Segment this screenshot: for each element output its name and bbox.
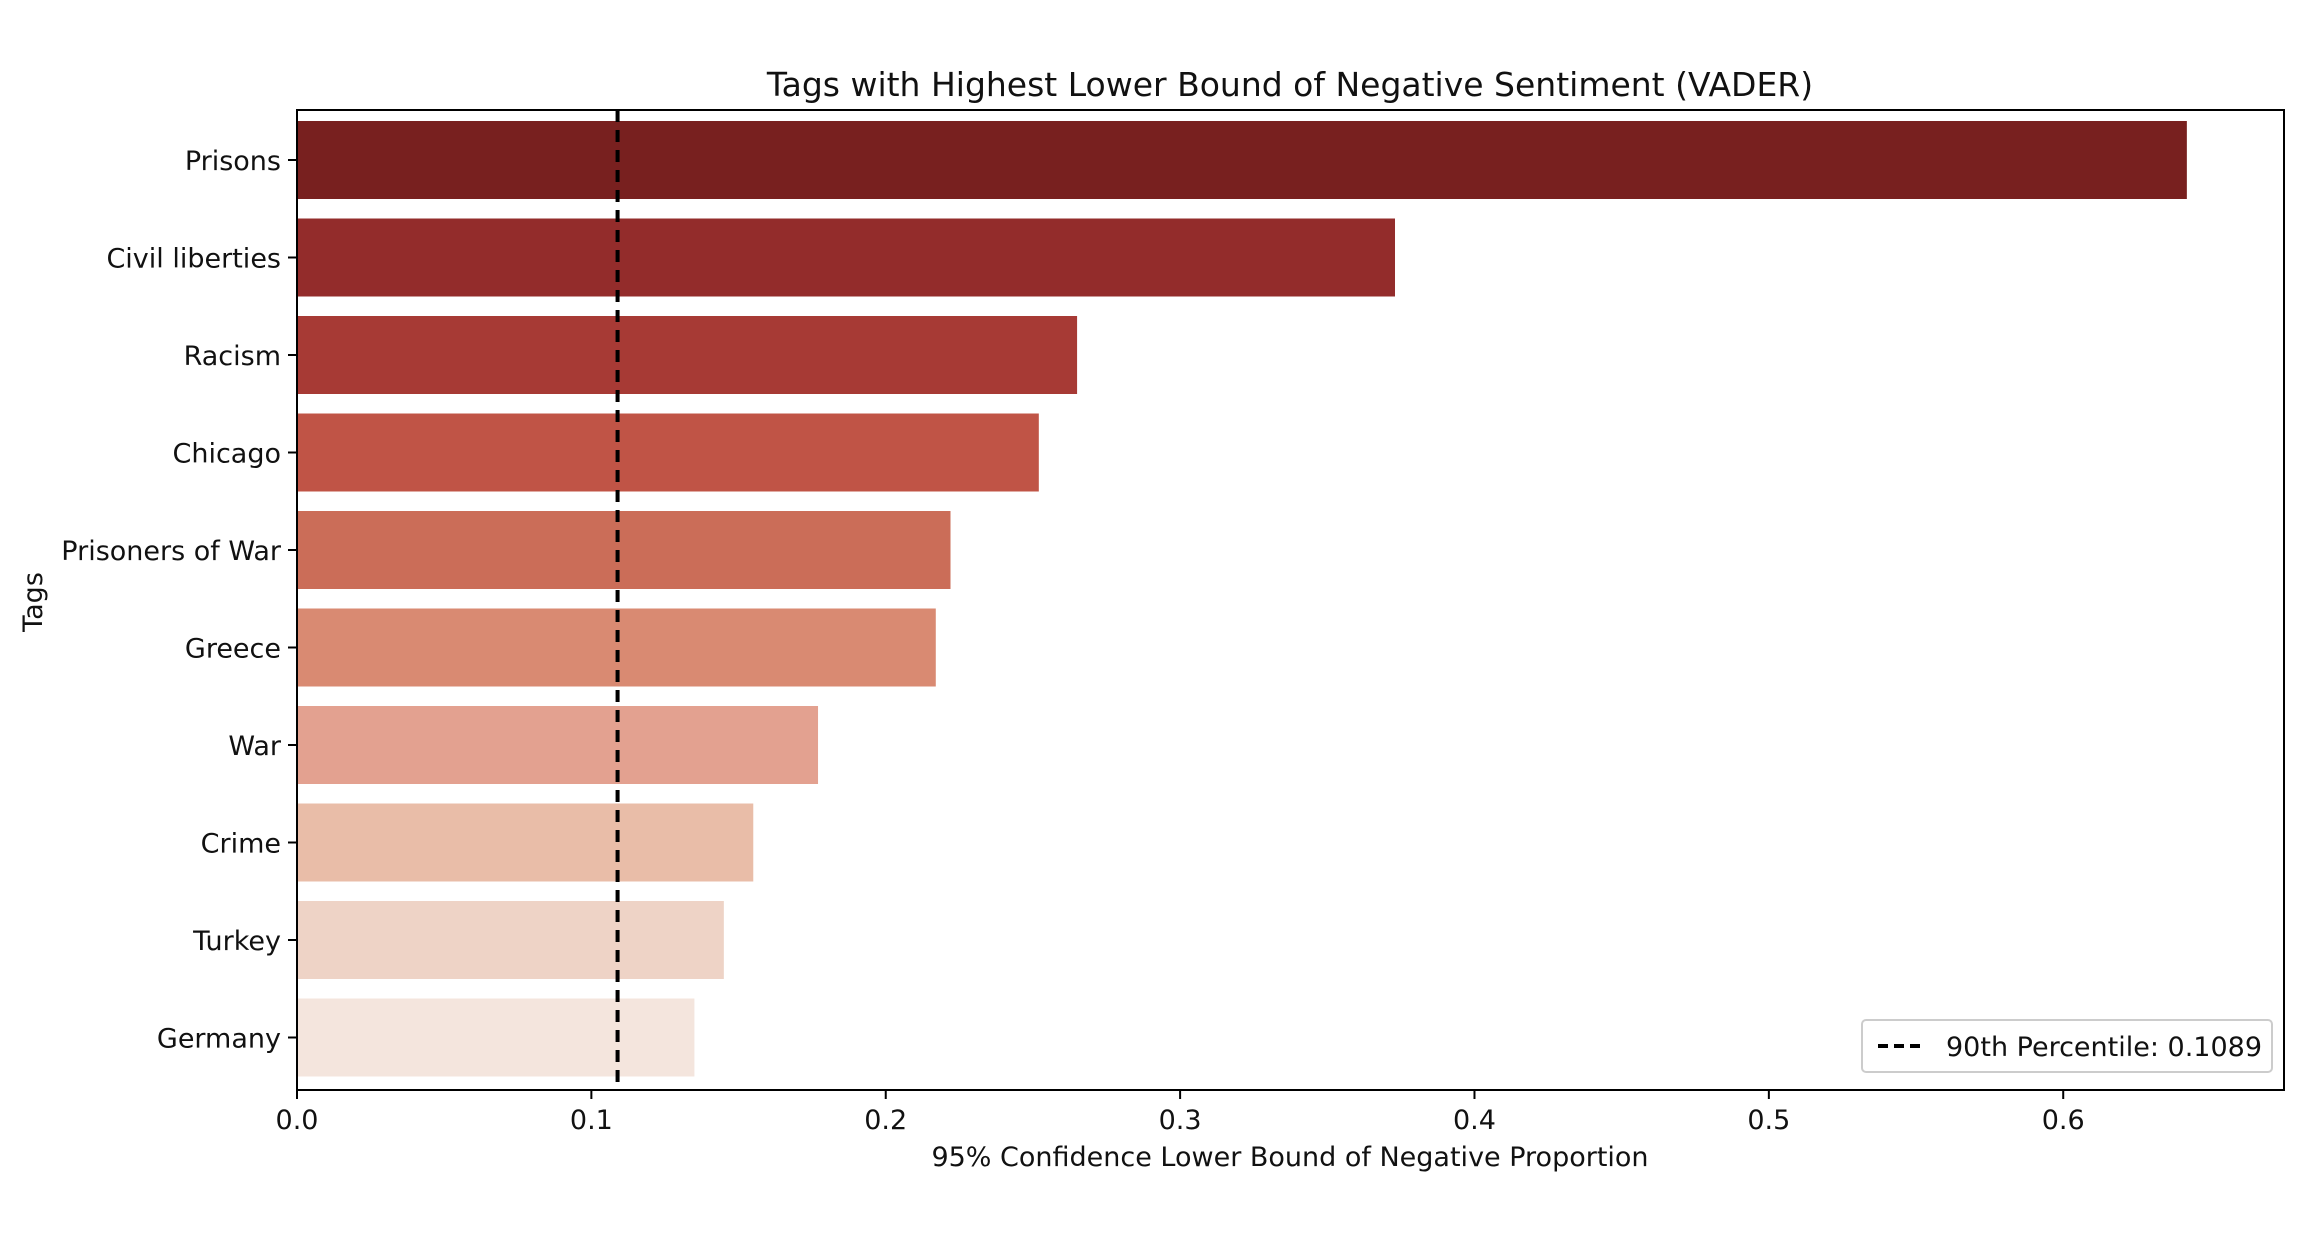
x-tick-label: 0.6 [2042, 1105, 2085, 1136]
y-axis-label: Tags [18, 572, 49, 633]
legend-box [1861, 1019, 2273, 1073]
y-tick-label: Germany [157, 1024, 281, 1055]
x-tick-label: 0.0 [276, 1105, 319, 1136]
bar-prisons [297, 121, 2187, 199]
y-tick-label: Crime [201, 829, 281, 860]
y-tick-label: War [228, 731, 282, 762]
bar-racism [297, 316, 1078, 394]
bars-group [297, 121, 2187, 1077]
y-tick-label: Civil liberties [106, 244, 281, 275]
legend-label: 90th Percentile: 0.1089 [1946, 1032, 2262, 1063]
x-axis-label: 95% Confidence Lower Bound of Negative P… [931, 1142, 1648, 1173]
x-tick-label: 0.5 [1747, 1105, 1790, 1136]
y-tick-label: Prisons [185, 146, 281, 177]
y-tick-label: Racism [184, 341, 281, 372]
x-tick-label: 0.3 [1159, 1105, 1202, 1136]
bar-prisoners-of-war [297, 511, 951, 589]
y-tick-label: Prisoners of War [61, 536, 282, 567]
bar-war [297, 706, 819, 784]
y-tick-label: Turkey [192, 926, 281, 957]
x-tick-label: 0.4 [1453, 1105, 1496, 1136]
bar-germany [297, 998, 695, 1077]
x-axis: 0.0 0.1 0.2 0.3 0.4 0.5 0.6 [276, 1090, 2085, 1136]
bar-turkey [297, 901, 724, 979]
y-tick-label: Greece [185, 634, 281, 665]
x-tick-label: 0.2 [864, 1105, 907, 1136]
plot-frame [296, 109, 2285, 1091]
legend: 90th Percentile: 0.1089 [1861, 1019, 2273, 1073]
chart-title: Tags with Highest Lower Bound of Negativ… [766, 65, 1813, 104]
bar-crime [297, 803, 754, 882]
y-tick-label: Chicago [172, 439, 281, 470]
y-axis: Prisons Civil liberties Racism Chicago Priso… [61, 146, 297, 1055]
x-tick-label: 0.1 [570, 1105, 613, 1136]
bar-chicago [297, 413, 1039, 492]
bar-civil-liberties [297, 218, 1396, 297]
